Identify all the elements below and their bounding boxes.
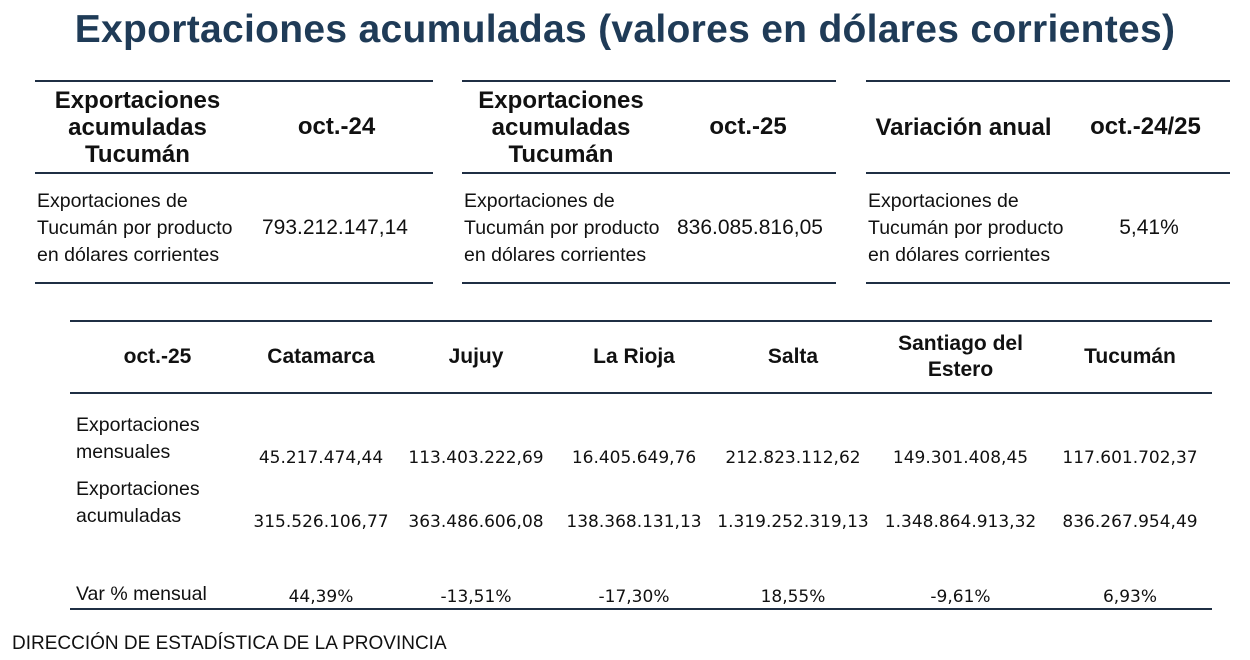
summary-box-variation: Variación anual oct.-24/25 Exportaciones… (866, 80, 1230, 284)
table-cell: 149.301.408,45 (892, 448, 1029, 468)
table-cell: 836.267.954,49 (1062, 512, 1198, 532)
summary-box-period: oct.-25 (709, 113, 787, 140)
summary-box-header: Variación anual oct.-24/25 (866, 80, 1230, 174)
summary-box-description: Exportaciones de Tucumán por producto en… (868, 189, 1064, 266)
table-cell: 117.601.702,37 (1062, 448, 1198, 468)
table-row-monthly-variation: Var % mensual 44,39% -13,51% -17,30% 18,… (70, 540, 1212, 610)
summary-box-description: Exportaciones de Tucumán por producto en… (464, 189, 660, 266)
column-header-santiago-del-estero: Santiago del Estero (898, 332, 1023, 381)
table-cell: 315.526.106,77 (253, 512, 389, 532)
table-cell: -17,30% (598, 587, 670, 607)
row-label: Exportaciones mensuales (76, 414, 200, 463)
summary-box-header: Exportaciones acumuladas Tucumán oct.-25 (462, 80, 836, 174)
row-label: Var % mensual (76, 583, 207, 605)
table-row-monthly: Exportaciones mensuales 45.217.474,44 11… (70, 394, 1212, 470)
table-corner-cell: oct.-25 (123, 345, 192, 368)
row-label: Exportaciones acumuladas (76, 478, 200, 527)
table-cell: 45.217.474,44 (258, 448, 384, 468)
column-header-catamarca: Catamarca (267, 345, 375, 368)
table-row-cumulative: Exportaciones acumuladas 315.526.106,77 … (70, 470, 1212, 540)
table-cell: -13,51% (440, 587, 512, 607)
table-header-row: oct.-25 Catamarca Jujuy La Rioja Salta S… (70, 320, 1212, 394)
summary-box-value: 793.212.147,14 (262, 216, 408, 239)
summary-box-title: Variación anual (875, 113, 1052, 141)
summary-box-body: Exportaciones de Tucumán por producto en… (462, 174, 836, 284)
table-cell: 363.486.606,08 (408, 512, 544, 532)
summary-box-body: Exportaciones de Tucumán por producto en… (35, 174, 433, 284)
table-cell: 113.403.222,69 (408, 448, 544, 468)
summary-box-period: oct.-24/25 (1090, 113, 1201, 140)
column-header-la-rioja: La Rioja (593, 345, 675, 368)
table-cell: 18,55% (760, 587, 826, 607)
table-cell: 138.368.131,13 (566, 512, 702, 532)
summary-box-value: 5,41% (1119, 216, 1179, 239)
summary-box-oct-25: Exportaciones acumuladas Tucumán oct.-25… (462, 80, 836, 284)
footer-source: DIRECCIÓN DE ESTADÍSTICA DE LA PROVINCIA (12, 633, 447, 654)
provinces-table: oct.-25 Catamarca Jujuy La Rioja Salta S… (70, 320, 1212, 610)
column-header-salta: Salta (767, 345, 819, 368)
table-cell: 1.348.864.913,32 (884, 512, 1037, 532)
summary-box-oct-24: Exportaciones acumuladas Tucumán oct.-24… (35, 80, 433, 284)
summary-box-value: 836.085.816,05 (677, 216, 823, 239)
summary-box-description: Exportaciones de Tucumán por producto en… (37, 189, 233, 266)
summary-box-period: oct.-24 (297, 113, 376, 140)
summary-box-title: Exportaciones acumuladas Tucumán (54, 86, 221, 168)
summary-box-title: Exportaciones acumuladas Tucumán (478, 86, 644, 168)
summary-box-header: Exportaciones acumuladas Tucumán oct.-24 (35, 80, 433, 174)
page-title: Exportaciones acumuladas (valores en dól… (74, 8, 1176, 51)
summary-box-body: Exportaciones de Tucumán por producto en… (866, 174, 1230, 284)
column-header-tucuman: Tucumán (1084, 345, 1176, 368)
table-cell: -9,61% (930, 587, 991, 607)
table-cell: 212.823.112,62 (725, 448, 861, 468)
table-cell: 44,39% (288, 587, 354, 607)
table-cell: 6,93% (1102, 587, 1157, 607)
table-cell: 1.319.252.319,13 (717, 512, 869, 532)
table-cell: 16.405.649,76 (571, 448, 697, 468)
column-header-jujuy: Jujuy (448, 345, 504, 368)
